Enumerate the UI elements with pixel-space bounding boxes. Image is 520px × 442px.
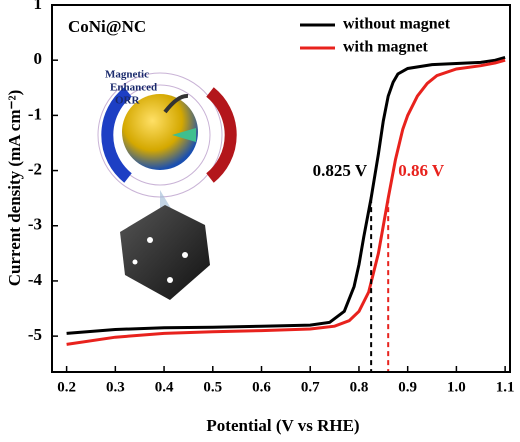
y-tick-label: 0 [34,49,43,68]
x-tick-label: 0.8 [350,379,369,395]
y-tick-label: 1 [34,0,43,13]
y-tick-label: -5 [28,325,42,344]
x-tick-label: 0.5 [203,379,222,395]
dot [147,237,153,243]
x-tick-label: 0.6 [252,379,271,395]
y-tick-label: -4 [28,270,43,289]
particle [122,94,198,170]
arrow [172,128,196,142]
x-tick-label: 1.0 [447,379,466,395]
dot [182,252,188,258]
y-tick-label: -2 [28,159,42,178]
x-tick-label: 0.9 [398,379,417,395]
x-tick-label: 0.4 [155,379,174,395]
x-tick-label: 0.3 [106,379,125,395]
series-line [66,58,506,346]
inset-illustration: Magnetic Enhanced ORR [97,69,237,300]
marker-label: 0.86 V [398,161,445,180]
inset-label: Enhanced [110,82,157,94]
arrow [163,93,189,114]
inset-label: ORR [115,95,141,107]
marker-label: 0.825 V [313,161,368,180]
x-tick-label: 1.1 [496,379,515,395]
legend-label: with magnet [343,39,429,56]
plot-frame [51,4,511,373]
dot [167,277,173,283]
x-tick-label: 0.7 [301,379,320,395]
sample-label: CoNi@NC [68,17,146,36]
dot [132,259,138,265]
magnet-arc [206,87,237,183]
x-tick-label: 0.2 [57,379,76,395]
polyhedron [120,205,210,300]
y-tick-label: -3 [28,215,42,234]
magnet-arc [101,87,132,183]
y-axis-label: Current density (mA cm⁻²) [5,90,24,286]
inset-label: Magnetic [105,69,149,81]
y-tick-label: -1 [28,104,42,123]
legend-label: without magnet [343,16,451,33]
x-axis-label: Potential (V vs RHE) [206,416,359,435]
